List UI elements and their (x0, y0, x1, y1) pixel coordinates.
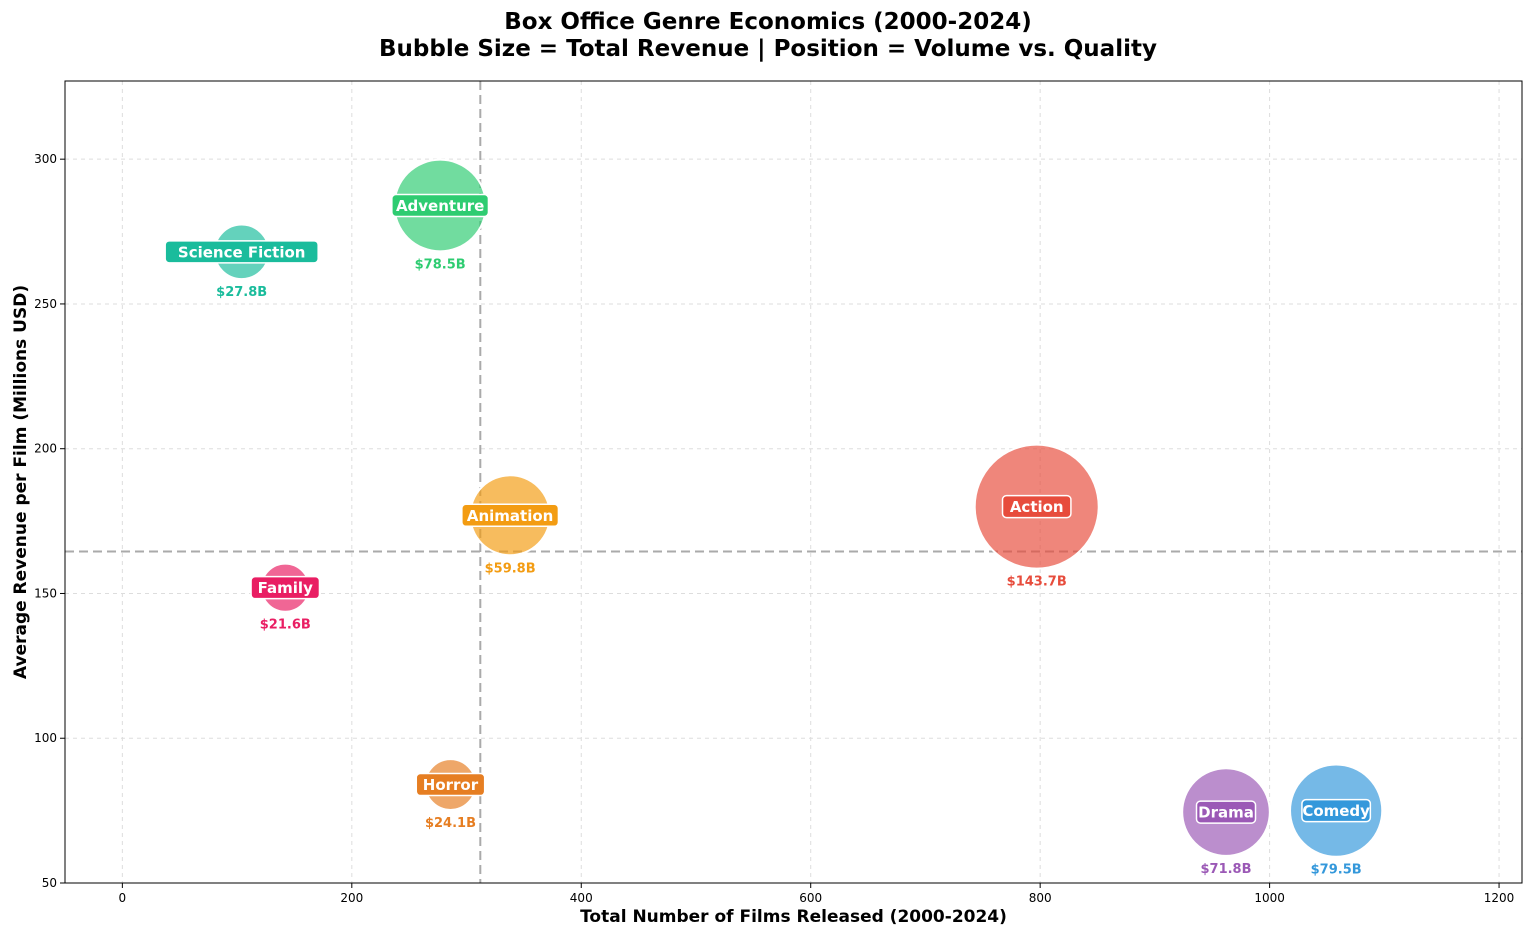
y-tick-label: 150 (34, 586, 57, 600)
revenue-label: $21.6B (260, 618, 311, 633)
revenue-label: $59.8B (485, 561, 536, 576)
revenue-label: $24.1B (425, 816, 476, 831)
reference-lines (65, 81, 1522, 883)
x-tick-label: 1200 (1484, 891, 1515, 905)
bubble-labels: Science Fiction $27.8B Adventure $78.5B Anim… (164, 193, 1372, 878)
genre-label: Horror (423, 776, 479, 794)
genre-label: Action (1010, 498, 1064, 516)
y-tick-label: 250 (34, 297, 57, 311)
y-axis-label: Average Revenue per Film (Millions USD) (11, 285, 31, 679)
x-axis-label: Total Number of Films Released (2000-202… (580, 907, 1007, 927)
genre-label: Drama (1198, 804, 1254, 822)
y-tick-label: 50 (42, 876, 57, 890)
x-tick-label: 0 (119, 891, 127, 905)
grid (65, 81, 1522, 884)
genre-label-box (391, 193, 490, 218)
genre-label-box (164, 240, 319, 264)
genre-label-box (250, 575, 321, 600)
genre-label-box (415, 772, 486, 797)
chart-subtitle: Bubble Size = Total Revenue | Position =… (379, 36, 1157, 62)
y-tick-label: 100 (34, 731, 57, 745)
revenue-label: $71.8B (1200, 862, 1251, 877)
x-tick-label: 800 (1029, 891, 1052, 905)
x-tick-label: 600 (799, 891, 822, 905)
plot-frame (64, 80, 1523, 884)
bubbles (213, 158, 1384, 858)
revenue-label: $143.7B (1007, 575, 1067, 590)
chart-title: Box Office Genre Economics (2000-2024) (504, 9, 1032, 35)
genre-label: Science Fiction (178, 243, 306, 261)
axis-ticks: 0 200 400 600 800 1000 1200 50 100 150 200 250 300 (34, 152, 1514, 905)
genre-label-box (1001, 494, 1072, 519)
x-tick-label: 200 (340, 891, 363, 905)
revenue-label: $78.5B (415, 257, 466, 272)
x-tick-label: 400 (570, 891, 593, 905)
genre-label-box (461, 503, 560, 528)
revenue-label: $27.8B (216, 285, 267, 300)
genre-label-box (1301, 798, 1372, 823)
genre-label: Animation (467, 507, 553, 525)
y-tick-label: 300 (34, 152, 57, 166)
genre-label: Adventure (396, 197, 484, 215)
y-tick-label: 200 (34, 442, 57, 456)
revenue-label: $79.5B (1311, 863, 1362, 878)
genre-label-box (1195, 800, 1257, 824)
x-tick-label: 1000 (1254, 891, 1285, 905)
genre-label: Comedy (1302, 802, 1370, 820)
genre-label: Family (258, 579, 313, 597)
